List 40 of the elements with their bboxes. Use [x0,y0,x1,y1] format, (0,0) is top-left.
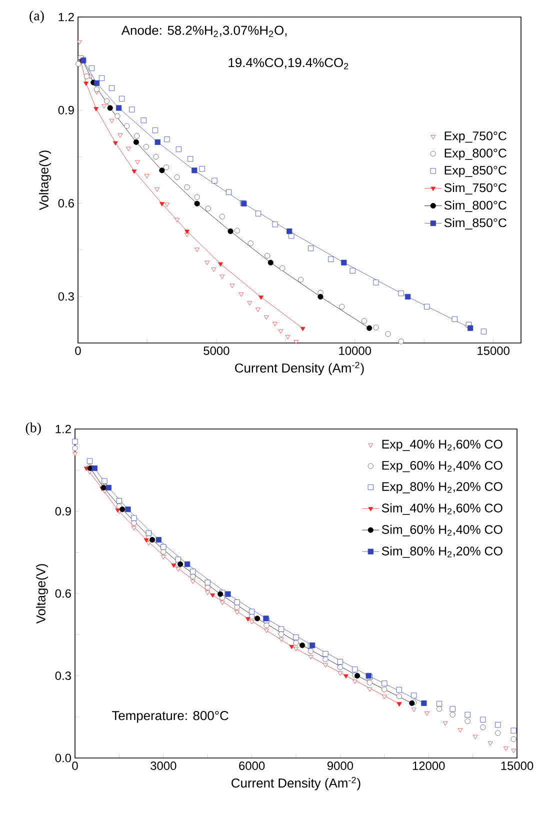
x-axis-title: Current Density (Am$^{-2}$) [232,776,360,790]
y-tick-label: 1.2 [58,12,74,22]
legend-label: Sim_80% H$_{2}$,20% CO [382,546,502,558]
x-axis-title: Current Density (Am$^{-2}$) [235,362,364,376]
y-tick-label: 0.6 [58,199,74,208]
x-tick-label: 10000 [339,346,372,355]
y-axis-title: Voltage(V) [36,564,48,624]
legend-label: Exp_750°C [444,131,506,143]
y-tick-label: 0.3 [58,292,74,301]
x-tick-label: 12000 [412,762,445,770]
x-tick-label: 15000 [501,762,534,770]
legend-label: Sim_40% H$_{2}$,60% CO [382,503,502,515]
x-tick-label: 0 [72,762,78,770]
x-tick-label: 5000 [204,346,230,355]
y-tick-label: 1.2 [56,424,71,434]
annotation: Temperature: 800°C [112,711,228,723]
legend-label: Sim_60% H$_{2}$,40% CO [382,524,502,536]
legend-label: Sim_850°C [444,218,506,230]
annotation: Anode: 58.2%H$_{2}$,3.07%H$_{2}$O, [121,25,287,38]
y-tick-label: 0.9 [58,106,74,114]
x-tick-label: 9000 [327,762,354,770]
x-tick-label: 15000 [478,346,510,355]
x-tick-label: 6000 [239,762,265,770]
legend-label: Exp_60% H$_{2}$,40% CO [382,460,502,472]
legend-label: Exp_80% H$_{2}$,20% CO [382,482,502,494]
y-tick-label: 0.3 [55,672,71,680]
chart-title: (b) [26,422,41,436]
legend-label: Exp_850°C [444,166,506,178]
legend-label: Exp_800°C [444,148,506,160]
y-tick-label: 0.9 [55,507,71,516]
y-tick-label: 0.0 [55,754,72,762]
y-tick-label: 0.6 [55,589,71,598]
legend-label: Exp_40% H$_{2}$,60% CO [382,440,502,452]
x-tick-label: 3000 [150,762,176,770]
x-tick-label: 0 [75,346,81,355]
y-axis-title: Voltage(V) [38,150,52,210]
annotation: 19.4%CO,19.4%CO$_{2}$ [228,58,348,70]
chart-title: (a) [30,10,44,24]
legend-label: Sim_800°C [444,200,506,212]
legend-label: Sim_750°C [444,182,506,194]
